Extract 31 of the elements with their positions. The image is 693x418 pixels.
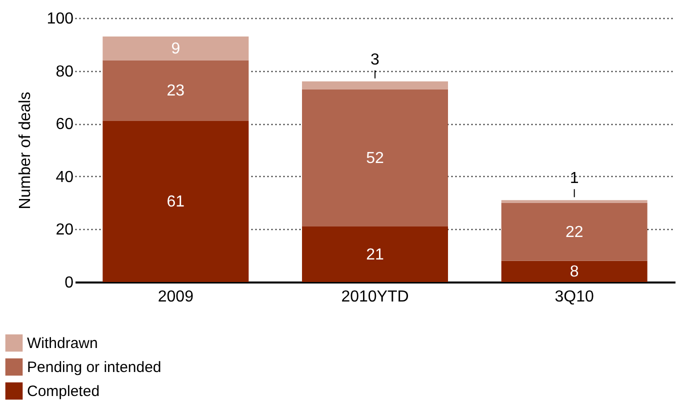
legend-label: Completed — [27, 383, 100, 400]
data-label: 9 — [171, 40, 180, 58]
y-tick-label: 100 — [46, 10, 74, 28]
x-tick-label: 2010YTD — [341, 288, 409, 306]
y-tick-label: 40 — [56, 168, 74, 186]
y-tick-label: 80 — [56, 63, 74, 80]
data-label: 21 — [366, 246, 384, 264]
y-tick-label: 60 — [56, 116, 74, 134]
bar — [302, 226, 448, 282]
data-label: 22 — [565, 224, 584, 241]
legend-label: Pending or intended — [27, 359, 162, 376]
data-label: 1 — [570, 170, 579, 188]
bar — [102, 120, 249, 282]
y-tick-label: 0 — [64, 274, 74, 292]
data-label: 3 — [370, 51, 380, 68]
bar — [102, 60, 249, 121]
bar — [501, 202, 648, 261]
bar — [501, 200, 648, 203]
y-tick-label: 20 — [56, 222, 74, 239]
data-label: 23 — [166, 82, 185, 100]
y-axis-title: Number of deals — [16, 92, 34, 210]
bar — [302, 81, 448, 90]
x-tick-label: 3Q10 — [554, 288, 594, 306]
data-label: 61 — [166, 193, 185, 210]
bar — [302, 89, 448, 227]
x-tick-label: 2009 — [158, 288, 194, 306]
bar — [501, 260, 648, 282]
data-label: 52 — [366, 150, 384, 167]
data-label: 8 — [570, 263, 579, 280]
bar — [102, 36, 249, 60]
legend-label: Withdrawn — [27, 335, 98, 352]
